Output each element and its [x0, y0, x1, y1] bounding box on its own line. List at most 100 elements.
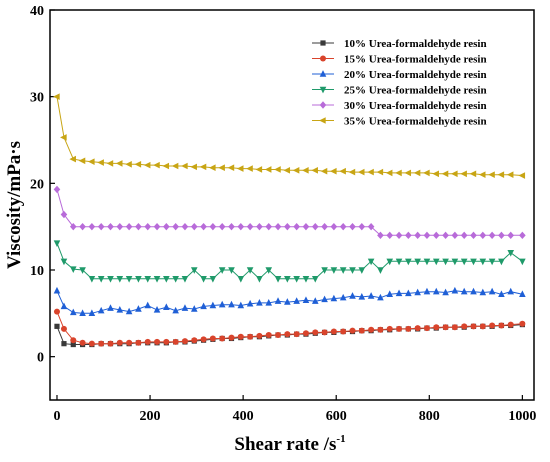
- legend-item: 30% Urea-formaldehyde resin: [312, 100, 487, 112]
- series-2: [53, 308, 526, 347]
- data-point: [163, 303, 170, 310]
- data-point: [256, 222, 263, 231]
- data-point: [246, 299, 254, 307]
- data-point: [78, 157, 86, 165]
- data-point: [97, 222, 105, 231]
- data-point: [423, 325, 430, 332]
- data-point: [519, 320, 526, 327]
- data-point: [330, 222, 338, 231]
- legend-label: 10% Urea-formaldehyde resin: [344, 38, 487, 50]
- data-point: [135, 275, 142, 283]
- data-point: [144, 301, 152, 309]
- data-point: [498, 231, 505, 240]
- data-point: [312, 329, 319, 336]
- data-point: [163, 222, 170, 231]
- legend-label: 20% Urea-formaldehyde resin: [344, 69, 487, 81]
- legend-swatch-marker: [319, 70, 327, 77]
- data-point: [329, 167, 337, 175]
- data-point: [433, 324, 440, 331]
- data-point: [414, 258, 421, 266]
- data-point: [97, 159, 104, 166]
- data-point: [432, 231, 440, 240]
- data-point: [134, 160, 142, 168]
- data-point: [413, 169, 421, 177]
- data-point: [256, 332, 263, 339]
- data-point: [340, 328, 347, 335]
- data-point: [53, 240, 61, 248]
- data-point: [451, 286, 459, 294]
- data-point: [451, 258, 459, 266]
- data-point: [311, 167, 318, 174]
- legend-item: 10% Urea-formaldehyde resin: [312, 38, 487, 50]
- data-point: [275, 332, 282, 338]
- data-point: [237, 222, 245, 231]
- data-point: [311, 222, 319, 231]
- data-point: [154, 338, 161, 345]
- data-point: [497, 171, 505, 178]
- data-point: [163, 275, 170, 283]
- data-point: [69, 308, 77, 316]
- data-point: [404, 169, 412, 177]
- data-point: [441, 170, 449, 178]
- data-point: [246, 267, 254, 274]
- data-point: [423, 258, 431, 266]
- data-point: [469, 170, 477, 178]
- data-point: [423, 287, 431, 295]
- data-point: [144, 222, 152, 231]
- data-point: [358, 222, 366, 231]
- data-point: [54, 323, 60, 329]
- data-point: [228, 222, 235, 231]
- x-tick-label: 400: [233, 409, 254, 424]
- data-point: [321, 329, 328, 336]
- series-5: [53, 185, 526, 240]
- data-point: [405, 325, 412, 332]
- data-point: [450, 170, 458, 178]
- data-point: [218, 222, 226, 231]
- legend-item: 20% Urea-formaldehyde resin: [312, 69, 487, 81]
- data-point: [348, 168, 356, 176]
- data-point: [265, 332, 272, 338]
- data-point: [228, 267, 235, 274]
- data-point: [265, 267, 273, 274]
- data-point: [246, 222, 254, 231]
- data-point: [107, 304, 114, 311]
- data-point: [60, 134, 67, 141]
- data-point: [88, 275, 96, 283]
- data-point: [396, 325, 403, 332]
- data-point: [358, 267, 366, 274]
- data-point: [246, 165, 253, 172]
- data-point: [395, 258, 403, 266]
- data-point: [135, 305, 142, 312]
- x-tick-label: 1000: [508, 409, 536, 424]
- legend-item: 25% Urea-formaldehyde resin: [312, 85, 487, 97]
- data-point: [200, 275, 207, 283]
- data-point: [60, 210, 68, 219]
- data-point: [442, 231, 449, 240]
- data-point: [367, 258, 375, 266]
- data-point: [386, 258, 394, 266]
- data-point: [293, 222, 300, 231]
- data-point: [256, 275, 263, 283]
- data-point: [190, 163, 197, 171]
- data-point: [125, 160, 132, 168]
- data-point: [116, 339, 123, 346]
- series-layer: [53, 93, 526, 348]
- data-point: [320, 167, 328, 175]
- data-point: [265, 299, 273, 306]
- data-point: [507, 321, 514, 328]
- data-point: [519, 231, 526, 240]
- data-point: [293, 275, 300, 283]
- data-point: [107, 340, 114, 347]
- data-point: [519, 258, 526, 266]
- data-point: [60, 258, 68, 266]
- data-point: [377, 293, 384, 301]
- data-point: [236, 165, 244, 172]
- x-tick-label: 800: [419, 409, 440, 424]
- data-point: [311, 297, 319, 304]
- legend-item: 35% Urea-formaldehyde resin: [312, 116, 487, 128]
- series-line: [56, 242, 523, 280]
- data-point: [171, 162, 179, 170]
- data-point: [395, 169, 402, 177]
- data-point: [302, 330, 309, 337]
- data-point: [256, 299, 263, 306]
